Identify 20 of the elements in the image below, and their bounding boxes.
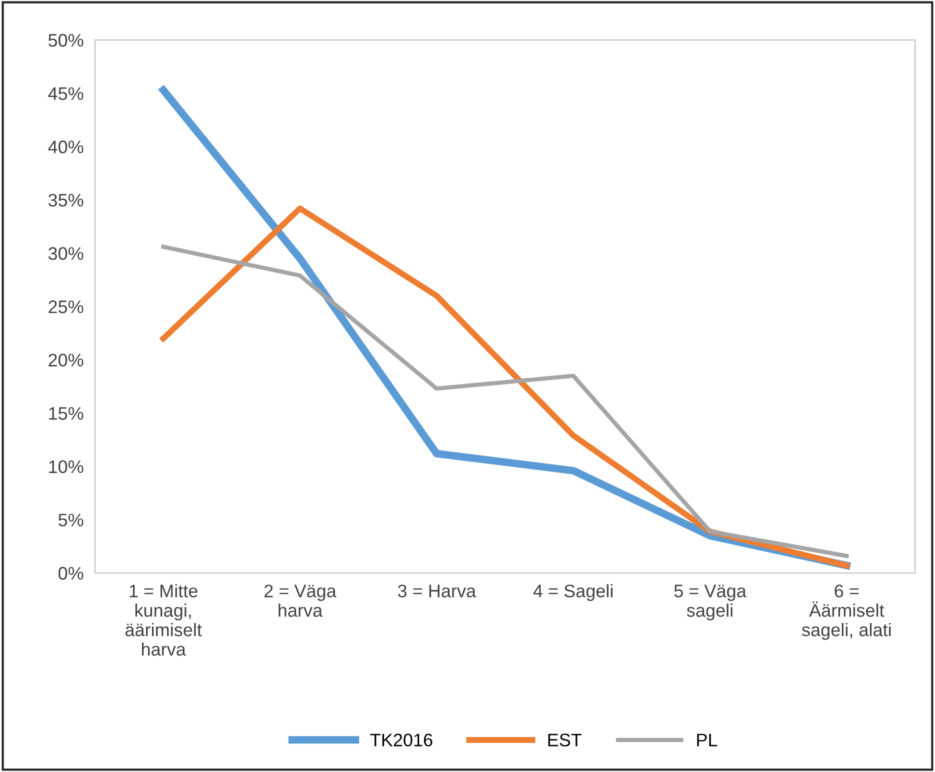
y-tick-label: 45% xyxy=(48,87,84,100)
x-tick-label: 3 = Harva xyxy=(398,584,476,598)
legend-label: TK2016 xyxy=(370,734,432,746)
y-tick-label: 35% xyxy=(48,194,84,207)
y-tick-label: 15% xyxy=(49,407,84,420)
x-tick-label: 2 = Väga harva xyxy=(264,584,336,617)
x-tick-label: 1 = Mitte kunagi, äärimiselt harva xyxy=(125,584,202,656)
legend-label: PL xyxy=(697,734,718,746)
y-tick-label: 20% xyxy=(48,354,84,367)
y-tick-label: 50% xyxy=(48,34,84,47)
x-tick-label: 5 = Väga sageli xyxy=(674,584,746,620)
y-tick-label: 40% xyxy=(48,140,84,154)
x-tick-label: 4 = Sageli xyxy=(533,584,613,601)
y-tick-label: 5% xyxy=(58,514,84,526)
y-tick-label: 30% xyxy=(48,247,84,260)
y-tick-label: 0% xyxy=(58,566,84,580)
x-tick-label: 6 = Äärmiselt sageli, alati xyxy=(802,584,891,640)
y-tick-label: 25% xyxy=(48,300,84,314)
legend-label: EST xyxy=(548,734,582,746)
y-tick-label: 10% xyxy=(49,460,84,474)
